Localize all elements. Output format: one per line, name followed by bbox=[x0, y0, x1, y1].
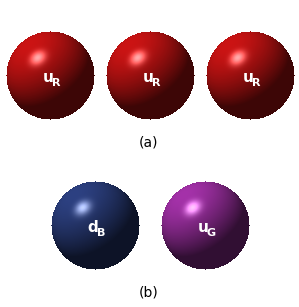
Text: R: R bbox=[152, 78, 160, 88]
Text: (a): (a) bbox=[139, 136, 159, 150]
Text: u: u bbox=[242, 69, 254, 84]
Text: R: R bbox=[52, 78, 60, 88]
Text: (b): (b) bbox=[139, 286, 159, 300]
Text: u: u bbox=[198, 220, 208, 235]
Text: u: u bbox=[143, 69, 153, 84]
Text: B: B bbox=[97, 228, 105, 238]
Text: d: d bbox=[88, 220, 98, 235]
Text: R: R bbox=[252, 78, 260, 88]
Text: G: G bbox=[207, 228, 216, 238]
Text: u: u bbox=[42, 69, 54, 84]
